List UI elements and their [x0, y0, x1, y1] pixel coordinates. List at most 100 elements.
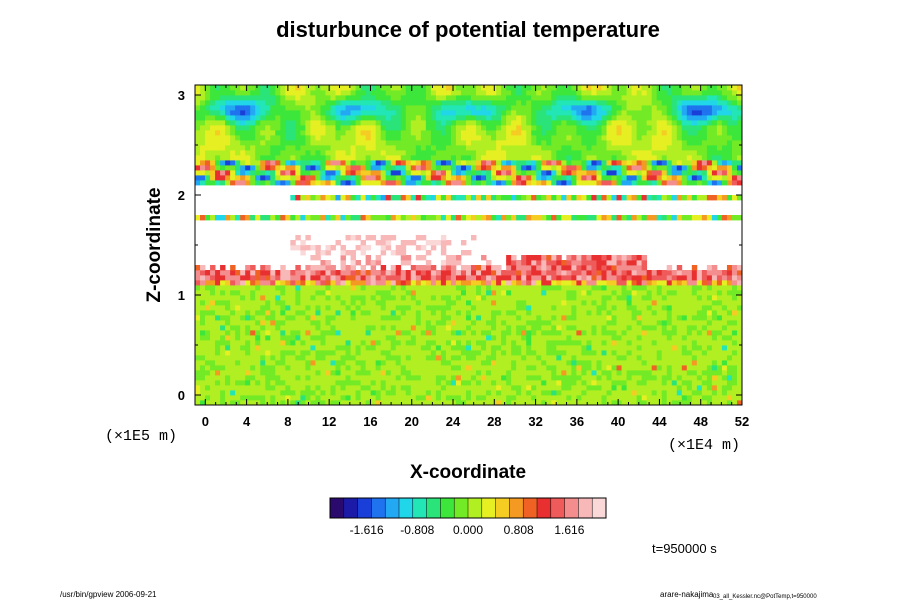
- heatmap-cell: [531, 150, 537, 156]
- heatmap-cell: [430, 355, 437, 361]
- heatmap-cell: [435, 240, 442, 246]
- heatmap-cell: [440, 305, 447, 311]
- heatmap-cell: [526, 310, 532, 316]
- heatmap-cell: [481, 305, 487, 311]
- heatmap-cell: [225, 340, 231, 346]
- heatmap-cell: [235, 310, 241, 316]
- heatmap-cell: [586, 355, 592, 361]
- heatmap-cell: [631, 390, 638, 396]
- heatmap-cell: [676, 110, 683, 116]
- heatmap-cell: [601, 365, 607, 371]
- heatmap-cell: [275, 125, 281, 131]
- heatmap-cell: [435, 295, 442, 301]
- heatmap-cell: [215, 345, 221, 351]
- heatmap-cell: [225, 180, 231, 186]
- heatmap-cell: [511, 390, 517, 396]
- heatmap-cell: [430, 320, 437, 326]
- heatmap-cell: [425, 135, 432, 141]
- heatmap-cell: [666, 370, 673, 376]
- heatmap-cell: [696, 310, 703, 316]
- heatmap-cell: [736, 115, 743, 121]
- heatmap-cell: [205, 345, 211, 351]
- heatmap-cell: [320, 365, 326, 371]
- heatmap-cell: [716, 160, 723, 166]
- heatmap-cell: [310, 305, 316, 311]
- heatmap-cell: [435, 400, 442, 406]
- heatmap-cell: [355, 295, 362, 301]
- heatmap-cell: [220, 305, 226, 311]
- heatmap-cell: [250, 305, 256, 311]
- heatmap-cell: [360, 120, 367, 126]
- heatmap-cell: [586, 160, 592, 166]
- heatmap-cell: [290, 285, 296, 291]
- heatmap-cell: [255, 175, 261, 181]
- heatmap-cell: [716, 385, 723, 391]
- heatmap-cell: [430, 290, 437, 296]
- heatmap-cell: [345, 390, 351, 396]
- heatmap-cell: [245, 145, 251, 151]
- heatmap-cell: [405, 355, 412, 361]
- heatmap-cell: [486, 295, 492, 301]
- heatmap-cell: [375, 165, 382, 171]
- heatmap-cell: [646, 305, 653, 311]
- heatmap-cell: [220, 115, 226, 121]
- heatmap-cell: [476, 285, 482, 291]
- heatmap-cell: [220, 290, 226, 296]
- heatmap-cell: [345, 160, 351, 166]
- heatmap-cell: [440, 325, 447, 331]
- heatmap-cell: [200, 345, 206, 351]
- heatmap-cell: [581, 160, 587, 166]
- heatmap-cell: [325, 305, 331, 311]
- heatmap-cell: [621, 110, 627, 116]
- heatmap-cell: [440, 300, 447, 306]
- heatmap-cell: [601, 110, 607, 116]
- heatmap-cell: [445, 240, 452, 246]
- heatmap-cell: [345, 365, 351, 371]
- heatmap-cell: [536, 145, 542, 151]
- heatmap-cell: [661, 140, 668, 146]
- heatmap-cell: [511, 155, 517, 161]
- heatmap-cell: [471, 310, 477, 316]
- heatmap-cell: [656, 280, 663, 286]
- heatmap-cell: [651, 305, 658, 311]
- heatmap-cell: [350, 400, 356, 406]
- heatmap-cell: [220, 145, 226, 151]
- heatmap-cell: [300, 320, 306, 326]
- heatmap-cell: [415, 400, 422, 406]
- heatmap-cell: [425, 335, 432, 341]
- heatmap-cell: [425, 150, 432, 156]
- heatmap-cell: [596, 160, 602, 166]
- heatmap-cell: [390, 215, 397, 221]
- heatmap-cell: [676, 370, 683, 376]
- heatmap-cell: [260, 390, 266, 396]
- heatmap-cell: [300, 300, 306, 306]
- heatmap-cell: [315, 395, 321, 401]
- heatmap-cell: [731, 325, 738, 331]
- heatmap-cell: [335, 135, 341, 141]
- heatmap-cell: [471, 360, 477, 366]
- heatmap-cell: [671, 195, 678, 201]
- heatmap-cell: [546, 300, 552, 306]
- heatmap-cell: [250, 380, 256, 386]
- heatmap-cell: [310, 290, 316, 296]
- heatmap-cell: [681, 125, 688, 131]
- heatmap-cell: [415, 135, 422, 141]
- heatmap-cell: [455, 115, 462, 121]
- heatmap-cell: [676, 115, 683, 121]
- heatmap-cell: [701, 150, 708, 156]
- heatmap-cell: [200, 340, 206, 346]
- heatmap-cell: [586, 380, 592, 386]
- heatmap-cell: [476, 380, 482, 386]
- heatmap-cell: [721, 295, 728, 301]
- heatmap-cell: [255, 335, 261, 341]
- heatmap-cell: [305, 125, 311, 131]
- heatmap-cell: [460, 375, 467, 381]
- heatmap-cell: [330, 335, 336, 341]
- heatmap-cell: [360, 155, 367, 161]
- heatmap-cell: [215, 135, 221, 141]
- heatmap-cell: [295, 165, 301, 171]
- heatmap-cell: [300, 175, 306, 181]
- heatmap-cell: [220, 180, 226, 186]
- heatmap-cell: [210, 130, 216, 136]
- heatmap-cell: [511, 290, 517, 296]
